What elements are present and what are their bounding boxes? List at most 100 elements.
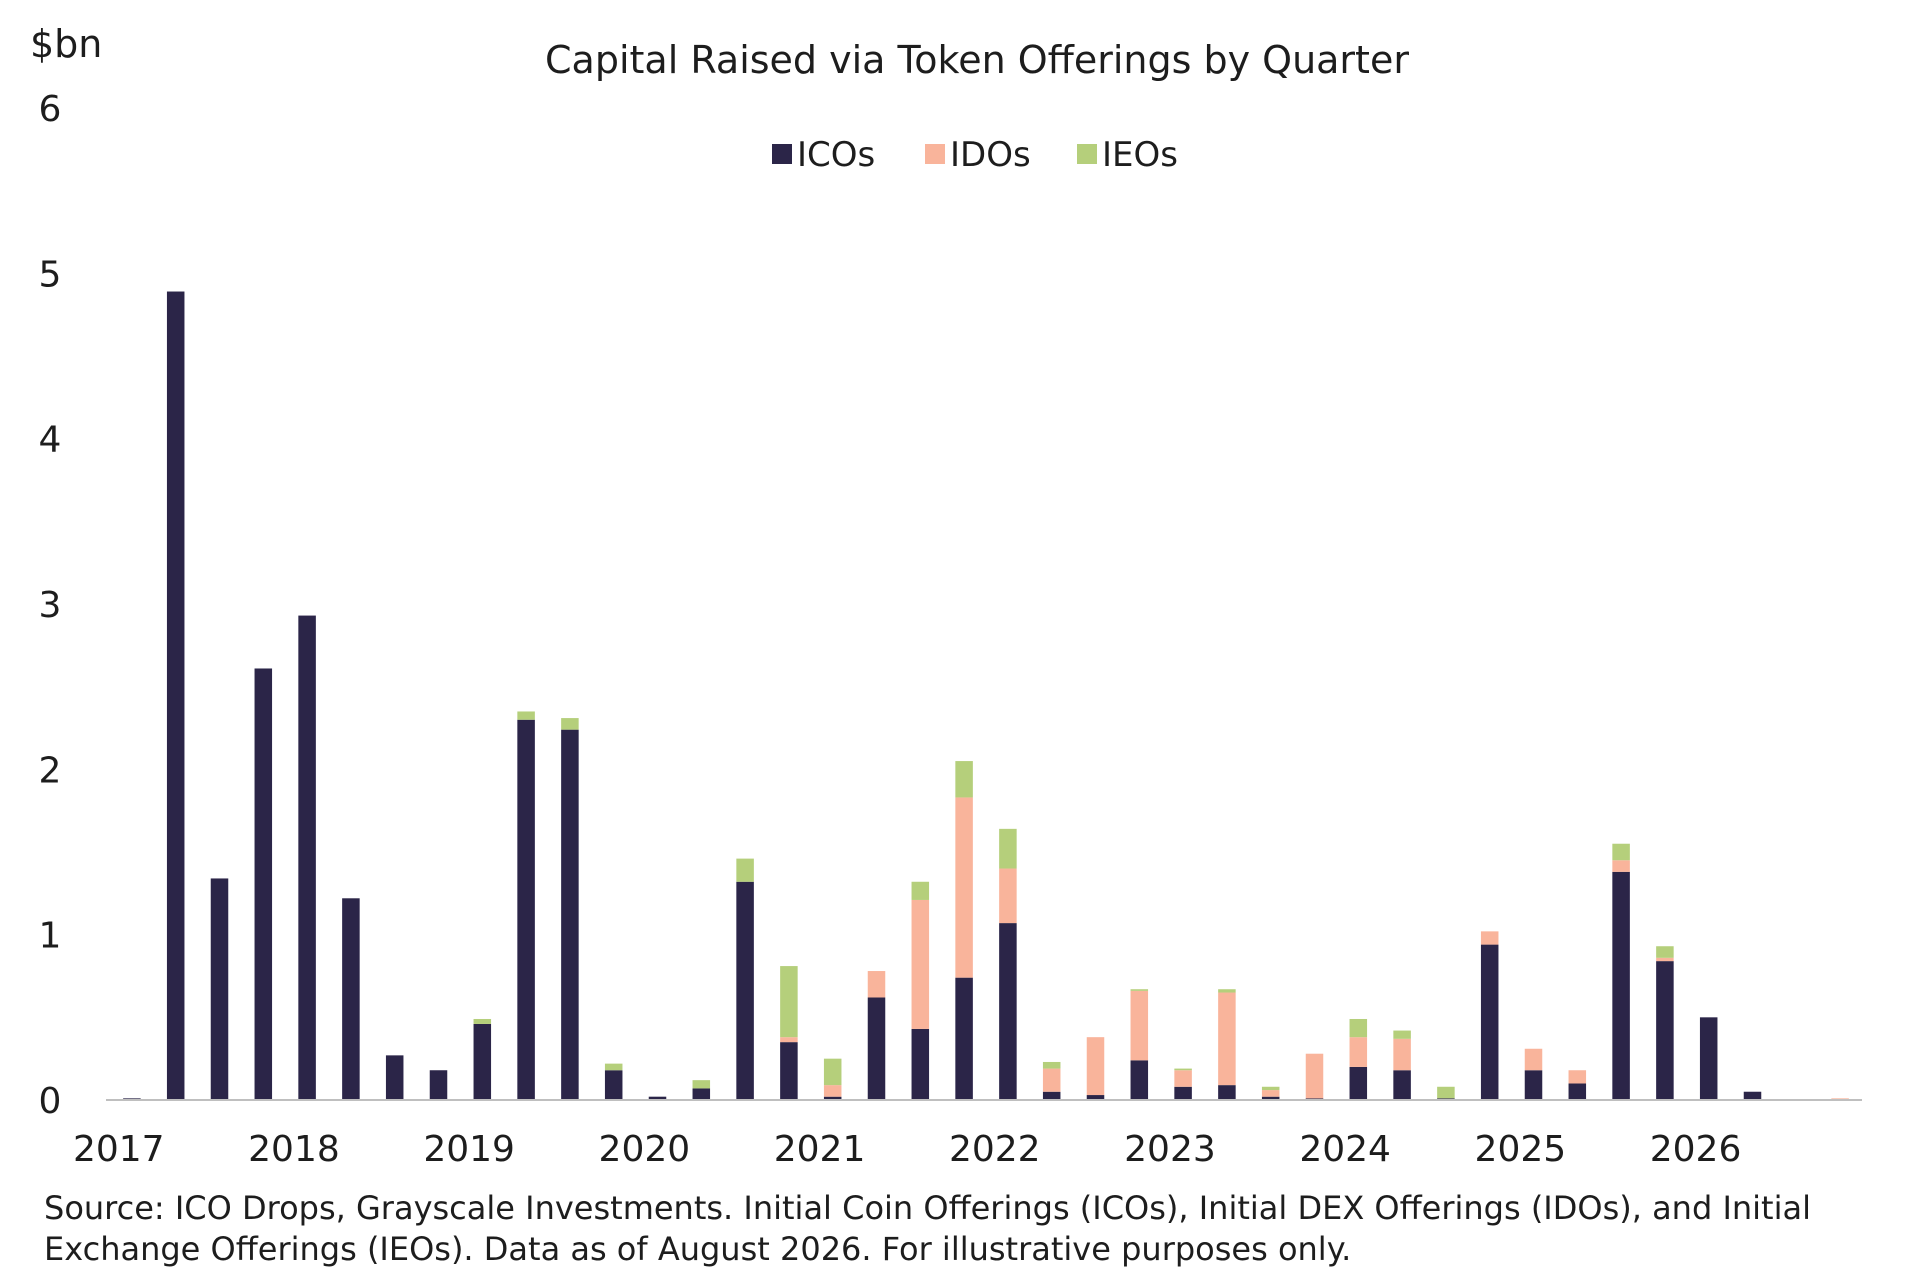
bar-icos-2021-q3	[911, 1028, 930, 1100]
bar-icos-2018-q1	[298, 615, 316, 1100]
legend: ICOs IDOs IEOs	[772, 135, 1178, 175]
y-tick-label: 0	[39, 1081, 62, 1122]
x-tick-label: 2021	[774, 1129, 866, 1170]
bar-idos-2024-q2	[1393, 1038, 1411, 1071]
bar-icos-2020-q2	[692, 1088, 711, 1100]
y-tick-label: 5	[39, 254, 62, 295]
bar-icos-2026-q2	[1743, 1091, 1762, 1100]
bar-icos-2022-q4	[1130, 1060, 1149, 1100]
bar-ieos-2019-q1	[473, 1018, 492, 1024]
x-tick-label: 2022	[949, 1129, 1041, 1170]
x-tick-label: 2025	[1475, 1129, 1567, 1170]
y-tick-label: 2	[39, 750, 62, 791]
bar-icos-2022-q3	[1086, 1095, 1105, 1100]
bar-ieos-2020-q4	[780, 966, 798, 1038]
y-tick-label: 4	[39, 420, 62, 461]
bar-idos-2022-q3	[1086, 1037, 1105, 1096]
bar-icos-2018-q2	[342, 898, 360, 1100]
bar-idos-2022-q1	[999, 868, 1017, 924]
bar-icos-2025-q1	[1524, 1070, 1543, 1100]
bar-idos-2025-q1	[1524, 1048, 1543, 1071]
x-tick-label: 2026	[1650, 1129, 1742, 1170]
legend-label-icos: ICOs	[797, 135, 875, 175]
bar-idos-2025-q3	[1612, 860, 1630, 872]
bar-ieos-2025-q4	[1656, 946, 1674, 958]
bar-ieos-2022-q4	[1130, 989, 1149, 991]
bars	[123, 291, 1849, 1100]
y-tick-label: 3	[39, 585, 62, 626]
bar-ieos-2019-q4	[604, 1063, 623, 1071]
bar-ieos-2024-q1	[1349, 1018, 1368, 1038]
x-tick-label: 2024	[1299, 1129, 1391, 1170]
bar-icos-2023-q3	[1261, 1096, 1280, 1100]
bar-icos-2019-q2	[517, 719, 535, 1100]
x-tick-label: 2017	[73, 1129, 165, 1170]
bar-icos-2018-q3	[385, 1055, 404, 1100]
x-axis: 2017 2018 2019 2020 2021 2022 2023 2024 2025 2026	[73, 1129, 1741, 1170]
bar-idos-2021-q4	[955, 797, 973, 978]
bar-idos-2022-q2	[1042, 1068, 1061, 1092]
bar-idos-2021-q2	[867, 971, 886, 998]
bar-ieos-2023-q3	[1261, 1086, 1280, 1091]
bar-icos-2022-q2	[1042, 1091, 1061, 1100]
bar-ieos-2024-q3	[1437, 1086, 1455, 1099]
y-tick-label: 6	[39, 89, 62, 130]
bar-icos-2020-q1	[648, 1096, 667, 1100]
bar-icos-2017-q2	[166, 291, 185, 1100]
source-note: Source: ICO Drops, Grayscale Investments…	[44, 1188, 1884, 1270]
bar-ieos-2020-q3	[736, 858, 754, 882]
y-axis: 0 1 2 3 4 5 6	[39, 89, 62, 1122]
x-tick-label: 2023	[1124, 1129, 1216, 1170]
bar-icos-2024-q2	[1393, 1070, 1411, 1100]
bar-idos-2025-q2	[1568, 1070, 1587, 1084]
source-line-2: Exchange Offerings (IEOs). Data as of Au…	[44, 1230, 1352, 1268]
source-line-1: Source: ICO Drops, Grayscale Investments…	[44, 1189, 1811, 1227]
legend-swatch-idos	[925, 144, 945, 164]
bar-icos-2017-q3	[210, 878, 229, 1100]
bar-icos-2025-q2	[1568, 1083, 1587, 1100]
bar-idos-2025-q4	[1656, 957, 1674, 962]
bar-icos-2023-q1	[1174, 1086, 1192, 1100]
bar-icos-2019-q3	[561, 729, 579, 1100]
bar-idos-2024-q1	[1349, 1037, 1368, 1067]
bar-ieos-2023-q2	[1218, 989, 1236, 993]
bar-icos-2020-q3	[736, 881, 754, 1100]
bar-idos-2021-q1	[823, 1085, 842, 1097]
bar-icos-2019-q4	[604, 1070, 623, 1100]
bar-idos-2021-q3	[911, 899, 930, 1029]
bar-idos-2023-q2	[1218, 992, 1236, 1086]
y-tick-label: 1	[39, 916, 62, 957]
bar-ieos-2021-q4	[955, 761, 973, 798]
bar-ieos-2019-q2	[517, 711, 535, 720]
bar-icos-2019-q1	[473, 1023, 492, 1100]
legend-label-ieos: IEOs	[1102, 135, 1178, 175]
bar-icos-2021-q2	[867, 997, 886, 1100]
bar-icos-2025-q4	[1656, 961, 1674, 1100]
bar-ieos-2019-q3	[561, 718, 579, 730]
bar-ieos-2022-q2	[1042, 1061, 1061, 1069]
bar-icos-2022-q1	[999, 923, 1017, 1100]
bar-idos-2023-q1	[1174, 1070, 1192, 1087]
legend-swatch-icos	[772, 144, 792, 164]
chart-title: Capital Raised via Token Offerings by Qu…	[545, 38, 1409, 82]
legend-swatch-ieos	[1077, 144, 1097, 164]
bar-icos-2024-q4	[1480, 944, 1499, 1100]
bar-ieos-2023-q1	[1174, 1068, 1192, 1071]
bar-icos-2023-q2	[1218, 1085, 1236, 1100]
bar-idos-2023-q3	[1261, 1090, 1280, 1097]
bar-icos-2021-q4	[955, 977, 973, 1100]
bar-icos-2017-q4	[254, 668, 273, 1100]
bar-icos-2018-q4	[429, 1070, 448, 1100]
bar-icos-2024-q1	[1349, 1066, 1368, 1100]
bar-ieos-2025-q3	[1612, 843, 1630, 861]
x-tick-label: 2020	[599, 1129, 691, 1170]
bar-idos-2024-q4	[1480, 931, 1499, 945]
bar-ieos-2021-q1	[823, 1058, 842, 1086]
bar-ieos-2020-q2	[692, 1080, 711, 1089]
bar-icos-2025-q3	[1612, 871, 1630, 1100]
y-axis-unit-label: $bn	[30, 22, 102, 66]
bar-icos-2020-q4	[780, 1042, 798, 1100]
x-tick-label: 2019	[423, 1129, 515, 1170]
legend-label-idos: IDOs	[950, 135, 1031, 175]
